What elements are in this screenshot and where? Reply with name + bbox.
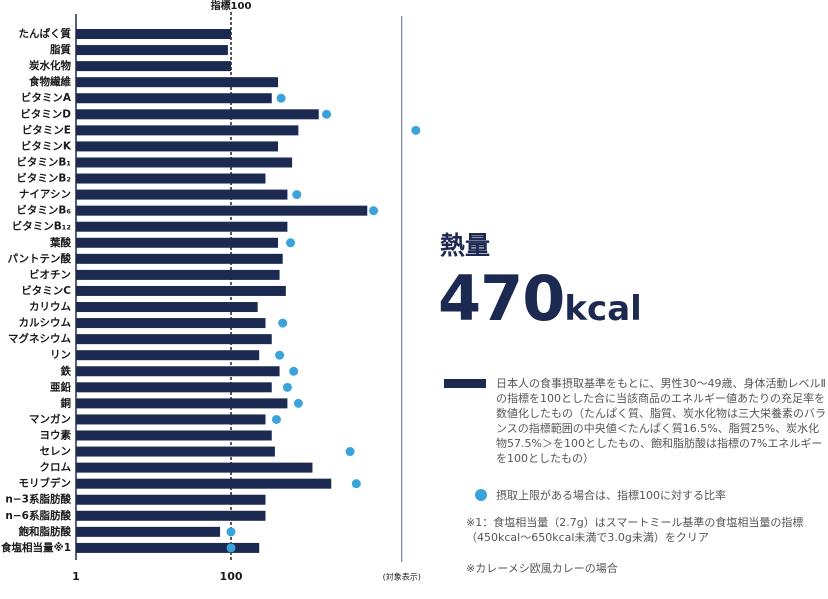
category-label: ビタミンB₆	[16, 204, 71, 217]
legend-dot-text: 摂取上限がある場合は、指標100に対する比率	[496, 489, 726, 502]
bar	[76, 253, 283, 264]
bar	[76, 350, 260, 361]
bar	[76, 398, 288, 409]
bar	[76, 542, 260, 553]
dot	[275, 350, 285, 360]
category-label: 銅	[61, 396, 72, 409]
bar	[76, 285, 286, 296]
category-label: たんぱく質	[19, 27, 72, 40]
bar	[76, 157, 293, 168]
category-label: ビタミンA	[21, 91, 72, 104]
category-label: リン	[50, 349, 71, 361]
dot	[289, 366, 299, 376]
dot	[271, 414, 281, 424]
category-label: ヨウ素	[40, 429, 72, 442]
bar	[76, 478, 332, 489]
energy-unit: kcal	[564, 289, 642, 329]
bar	[76, 125, 299, 136]
category-label: 炭水化物	[29, 59, 71, 72]
dot	[226, 543, 236, 553]
category-label: パントテン酸	[7, 252, 71, 265]
category-label: n−3系脂肪酸	[5, 493, 71, 506]
x-tick-label: (対象表示)	[383, 572, 421, 582]
bar	[76, 382, 272, 393]
dot	[293, 398, 303, 408]
category-label: ビタミンB₁₂	[12, 220, 72, 233]
category-label: ビタミンK	[21, 139, 72, 152]
category-label: ビタミンC	[21, 284, 71, 297]
bar	[76, 366, 280, 377]
bar	[76, 93, 272, 104]
category-label: セレン	[40, 446, 72, 458]
category-label: 葉酸	[49, 236, 71, 249]
category-label: ナイアシン	[19, 189, 71, 201]
dot	[351, 479, 361, 489]
note: ※カレーメシ欧風カレーの場合	[466, 562, 618, 575]
bar	[76, 334, 272, 345]
category-label: モリブデン	[19, 477, 72, 490]
bar	[76, 494, 266, 505]
dot	[369, 206, 379, 216]
category-label: ビタミンB₂	[16, 172, 71, 185]
bar	[76, 414, 266, 425]
category-label: 鉄	[61, 364, 72, 377]
bar	[76, 302, 258, 313]
bar	[76, 269, 280, 280]
bar	[76, 45, 228, 56]
top-label: 指標100	[211, 0, 252, 12]
dot	[292, 190, 302, 200]
bar	[76, 77, 279, 88]
dot	[226, 527, 236, 537]
bar	[76, 318, 266, 329]
note: ※1：食塩相当量（2.7g）はスマートミール基準の食塩相当量の指標（450kca…	[466, 516, 804, 544]
bar	[76, 109, 319, 120]
bar	[76, 61, 232, 72]
x-tick-label: 100	[220, 570, 243, 583]
category-label: マンガン	[29, 412, 71, 425]
dot	[286, 238, 296, 248]
dot	[282, 382, 292, 392]
bar	[76, 205, 368, 216]
category-label: 食塩相当量※1	[0, 541, 71, 554]
bar	[76, 29, 232, 39]
legend-bar-swatch	[444, 379, 486, 388]
dot	[322, 109, 332, 119]
category-label: 脂質	[49, 43, 71, 56]
category-label: クロム	[40, 462, 72, 474]
dot	[345, 447, 355, 457]
category-label: 食物繊維	[28, 75, 71, 88]
category-label: ビタミンE	[22, 123, 71, 136]
dot	[276, 93, 286, 103]
category-label: 飽和脂肪酸	[18, 525, 72, 538]
bar	[76, 237, 279, 248]
category-label: マグネシウム	[8, 332, 71, 345]
bar	[76, 221, 288, 232]
dot	[411, 125, 421, 135]
bar	[76, 462, 313, 473]
legend-bar-text: 日本人の食事摂取基準をもとに、男性30～49歳、身体活動レベルⅡの指標を100と…	[496, 377, 826, 465]
bar	[76, 510, 266, 521]
dot	[278, 318, 288, 328]
category-label: 亜鉛	[50, 380, 71, 393]
bar	[76, 446, 275, 457]
x-tick-label: 1	[72, 570, 80, 583]
category-label: カルシウム	[19, 317, 72, 329]
bar	[76, 173, 266, 184]
category-label: ビタミンD	[20, 107, 71, 120]
bar	[76, 430, 272, 441]
energy: 470kcal	[438, 262, 642, 335]
bar	[76, 189, 288, 200]
bar	[76, 526, 221, 537]
category-label: カリウム	[29, 301, 71, 313]
category-label: ビタミンB₁	[16, 155, 71, 168]
category-label: ビオチン	[29, 268, 71, 281]
bar	[76, 141, 279, 152]
energy-value: 470	[438, 262, 565, 335]
category-label: n−6系脂肪酸	[5, 509, 71, 522]
energy-label: 熱量	[440, 231, 491, 260]
legend-dot-swatch	[475, 489, 487, 501]
